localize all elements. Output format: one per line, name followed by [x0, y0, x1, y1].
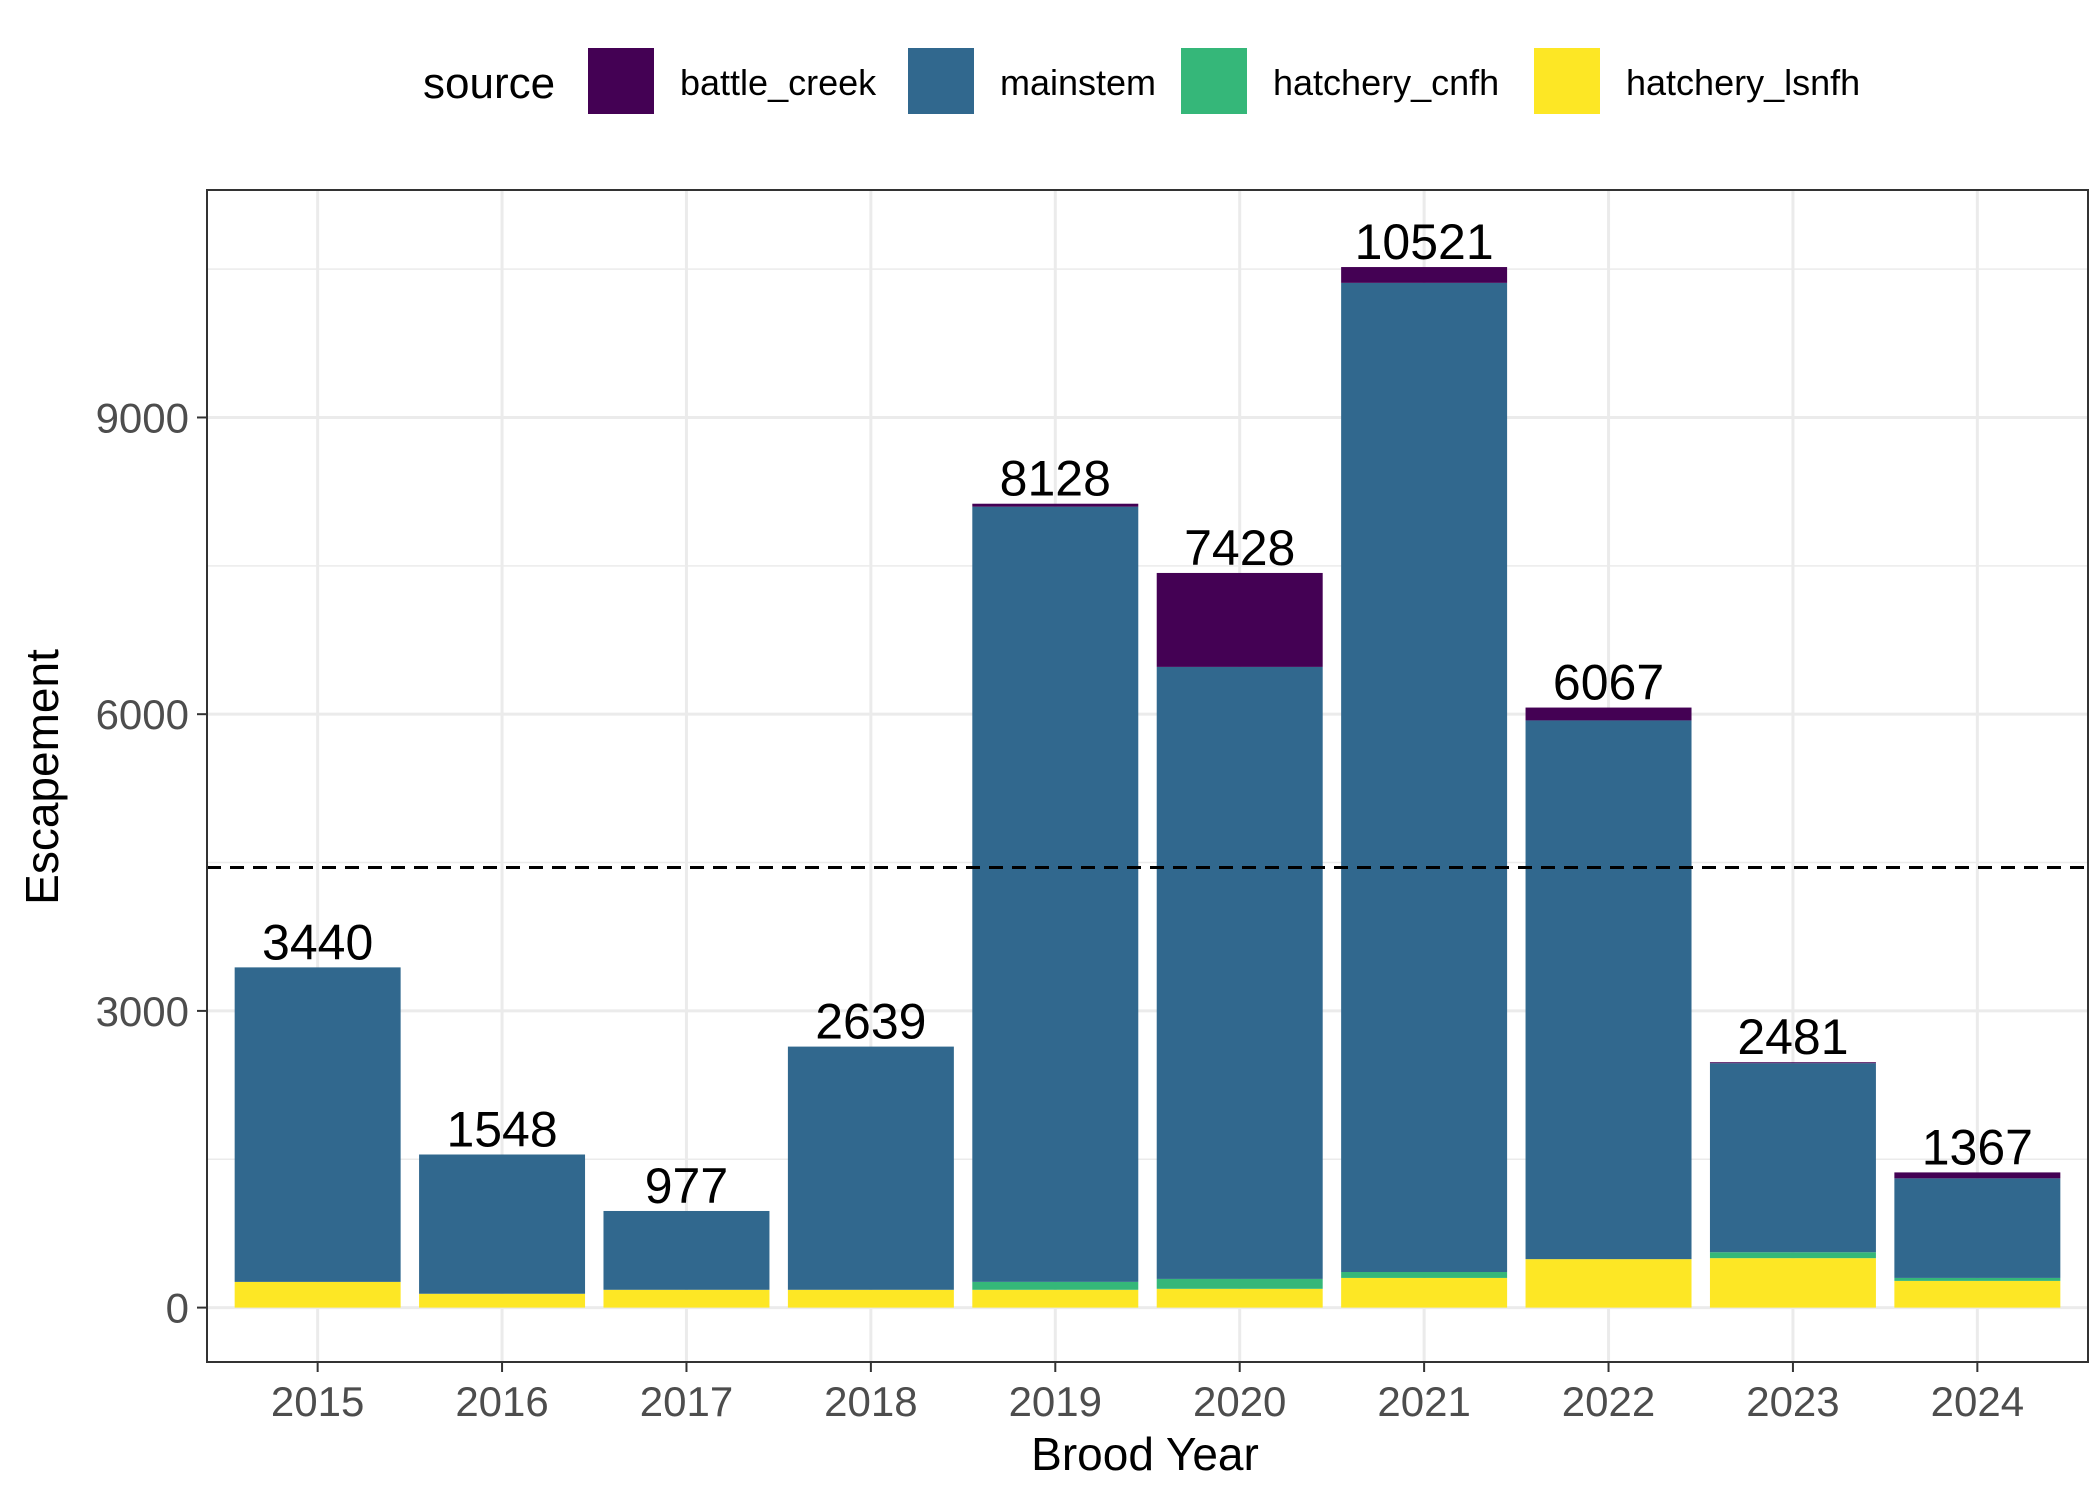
total-label-2019: 8128	[1000, 451, 1111, 507]
x-axis-title: Brood Year	[1031, 1428, 1259, 1480]
x-tick-label: 2016	[455, 1378, 548, 1425]
y-tick-label: 6000	[96, 691, 189, 738]
bar-segment-hatchery_cnfh-2023	[1709, 1252, 1876, 1259]
bar-segment-mainstem-2018	[787, 1046, 954, 1290]
x-tick-label: 2018	[824, 1378, 917, 1425]
bar-segment-hatchery_lsnfh-2017	[603, 1289, 770, 1308]
legend-label-hatchery_lsnfh: hatchery_lsnfh	[1626, 62, 1860, 103]
total-label-2022: 6067	[1553, 655, 1664, 711]
total-label-2023: 2481	[1737, 1009, 1848, 1065]
bar-segment-hatchery_cnfh-2021	[1341, 1271, 1508, 1278]
y-axis-title: Escapement	[16, 649, 68, 905]
x-tick-label: 2024	[1931, 1378, 2024, 1425]
legend-label-hatchery_cnfh: hatchery_cnfh	[1273, 62, 1499, 103]
y-tick-label: 0	[166, 1285, 189, 1332]
total-label-2020: 7428	[1184, 520, 1295, 576]
legend-label-mainstem: mainstem	[1000, 62, 1156, 103]
x-tick-label: 2015	[271, 1378, 364, 1425]
y-tick-label: 3000	[96, 988, 189, 1035]
bar-segment-hatchery_cnfh-2019	[972, 1281, 1139, 1290]
bar-segment-mainstem-2022	[1525, 720, 1692, 1260]
legend: source battle_creek mainstem hatchery_cnfh…	[423, 48, 1860, 114]
legend-key-hatchery_cnfh	[1181, 48, 1247, 114]
x-tick-label: 2023	[1746, 1378, 1839, 1425]
x-tick-label: 2021	[1377, 1378, 1470, 1425]
bar-segment-mainstem-2020	[1156, 666, 1323, 1279]
bar-segment-battle_creek-2023	[1709, 1062, 1876, 1064]
total-label-2015: 3440	[262, 914, 373, 970]
bar-segment-hatchery_cnfh-2024	[1894, 1277, 2061, 1281]
bar-segment-mainstem-2021	[1341, 282, 1508, 1272]
legend-key-mainstem	[908, 48, 974, 114]
bar-segment-hatchery_cnfh-2020	[1156, 1278, 1323, 1289]
x-tick-label: 2020	[1193, 1378, 1286, 1425]
legend-label-battle_creek: battle_creek	[680, 62, 877, 103]
total-label-2021: 10521	[1355, 214, 1494, 270]
bar-segment-hatchery_lsnfh-2024	[1894, 1280, 2061, 1308]
bars	[234, 267, 2061, 1308]
legend-key-battle_creek	[588, 48, 654, 114]
bar-segment-hatchery_lsnfh-2016	[419, 1293, 586, 1308]
bar-segment-mainstem-2016	[419, 1154, 586, 1294]
bar-segment-battle_creek-2021	[1341, 267, 1508, 283]
bar-segment-hatchery_lsnfh-2023	[1709, 1258, 1876, 1308]
total-label-2018: 2639	[815, 994, 926, 1050]
x-tick-label: 2017	[640, 1378, 733, 1425]
legend-key-hatchery_lsnfh	[1534, 48, 1600, 114]
bar-segment-mainstem-2017	[603, 1210, 770, 1290]
bar-segment-battle_creek-2024	[1894, 1172, 2061, 1179]
bar-segment-mainstem-2015	[234, 967, 401, 1282]
total-label-2016: 1548	[446, 1102, 557, 1158]
bar-segment-hatchery_lsnfh-2021	[1341, 1277, 1508, 1308]
bar-segment-hatchery_lsnfh-2020	[1156, 1288, 1323, 1308]
x-tick-label: 2022	[1562, 1378, 1655, 1425]
x-tick-label: 2019	[1009, 1378, 1102, 1425]
bar-segment-hatchery_lsnfh-2019	[972, 1289, 1139, 1308]
bar-segment-mainstem-2019	[972, 506, 1139, 1282]
total-label-2017: 977	[645, 1158, 728, 1214]
bar-segment-mainstem-2024	[1894, 1178, 2061, 1278]
plot-panel-border	[206, 189, 2089, 1363]
total-label-2024: 1367	[1922, 1119, 2033, 1175]
bar-segment-battle_creek-2019	[972, 503, 1139, 507]
y-tick-label: 9000	[96, 394, 189, 441]
axes: 0 3000 6000 9000 2015 2016 2017 2018 2019 2020 202…	[96, 394, 2025, 1425]
legend-title: source	[423, 59, 555, 108]
data-labels: 3440 1548 977 2639 8128 7428 10521 6067 2481 1367	[262, 214, 2033, 1214]
bar-segment-battle_creek-2020	[1156, 572, 1323, 667]
bar-segment-hatchery_lsnfh-2018	[787, 1289, 954, 1308]
bar-segment-mainstem-2023	[1709, 1063, 1876, 1253]
bar-segment-hatchery_lsnfh-2015	[234, 1281, 401, 1308]
bar-segment-battle_creek-2022	[1525, 707, 1692, 721]
bar-segment-hatchery_lsnfh-2022	[1525, 1259, 1692, 1308]
